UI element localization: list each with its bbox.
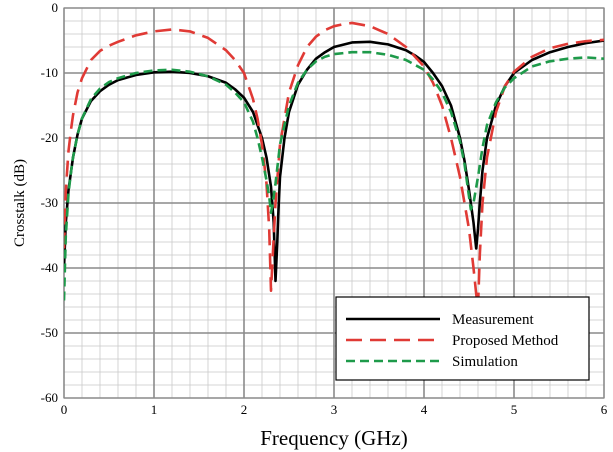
x-tick-label: 2 <box>241 402 248 417</box>
x-tick-label: 5 <box>511 402 518 417</box>
x-tick-label: 6 <box>601 402 608 417</box>
x-tick-label: 0 <box>61 402 68 417</box>
legend-label: Simulation <box>452 354 518 370</box>
tick-labels: 0 1 2 3 4 5 6 0 -10 -20 -30 -40 -50 -60 <box>41 0 608 417</box>
x-tick-label: 3 <box>331 402 338 417</box>
x-tick-label: 1 <box>151 402 158 417</box>
y-tick-label: 0 <box>52 0 59 15</box>
y-tick-label: -30 <box>41 195 58 210</box>
legend-label: Measurement <box>452 312 534 328</box>
y-axis-title: Crosstalk (dB) <box>12 159 28 247</box>
legend: Measurement Proposed Method Simulation <box>335 296 590 381</box>
y-tick-label: -40 <box>41 260 58 275</box>
y-tick-label: -20 <box>41 130 58 145</box>
x-tick-label: 4 <box>421 402 428 417</box>
y-tick-label: -50 <box>41 325 58 340</box>
series-line-proposed-method <box>64 21 604 309</box>
y-tick-label: -10 <box>41 65 58 80</box>
x-axis-title: Frequency (GHz) <box>260 426 408 450</box>
legend-label: Proposed Method <box>452 333 559 349</box>
y-tick-label: -60 <box>41 390 58 405</box>
legend-box <box>335 296 590 381</box>
series-layer <box>64 21 604 309</box>
